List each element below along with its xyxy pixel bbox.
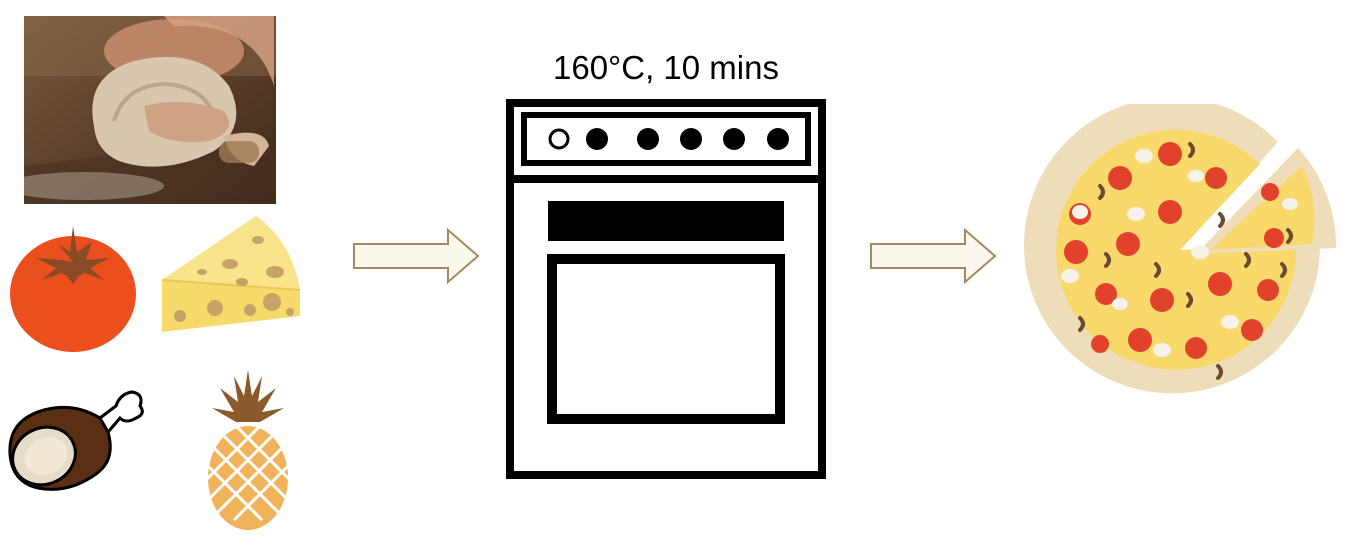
cheese-icon (160, 212, 304, 336)
oven-caption: 160°C, 10 mins (553, 49, 779, 86)
oven-knob-power (547, 127, 571, 151)
dough-kneading-photo (24, 16, 276, 204)
oven-knob (585, 127, 609, 151)
ham-icon (4, 384, 146, 496)
tomato-icon (6, 222, 140, 356)
pineapple-icon (200, 366, 296, 532)
oven-knob (636, 127, 660, 151)
oven-knob (766, 127, 790, 151)
process-arrow-to-oven (352, 228, 482, 284)
pizza-icon (1020, 104, 1350, 416)
process-arrow-to-pizza (869, 228, 999, 284)
oven-knob (722, 127, 746, 151)
oven-knob (679, 127, 703, 151)
oven-icon (506, 99, 826, 479)
